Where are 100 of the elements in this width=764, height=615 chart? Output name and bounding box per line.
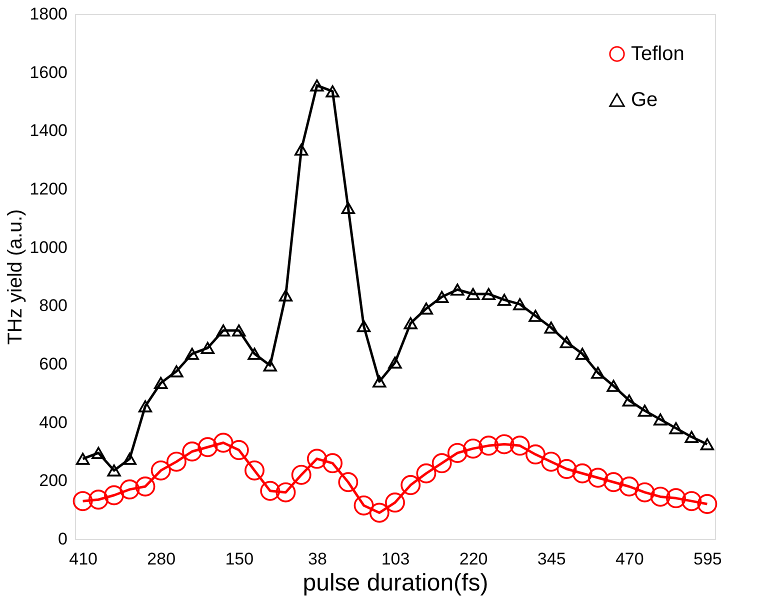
point — [604, 472, 624, 492]
point — [326, 85, 340, 98]
point — [478, 436, 499, 456]
point — [606, 380, 620, 392]
x-tick-label: 220 — [459, 550, 488, 568]
point — [650, 486, 670, 507]
point — [669, 422, 683, 434]
point — [232, 324, 246, 336]
point — [622, 394, 636, 406]
point — [213, 432, 234, 453]
point — [104, 485, 124, 506]
point — [166, 452, 186, 472]
y-tick-label: 1800 — [30, 4, 68, 24]
point — [560, 336, 574, 348]
point — [122, 452, 136, 465]
point — [138, 400, 152, 412]
point — [135, 476, 156, 496]
point — [310, 79, 324, 92]
point — [356, 320, 371, 332]
y-tick-label: 200 — [39, 471, 68, 490]
y-tick-label: 1400 — [30, 121, 68, 140]
y-tick-label: 1000 — [30, 238, 68, 257]
point — [591, 366, 605, 379]
point — [385, 492, 405, 513]
point — [466, 288, 480, 300]
point — [494, 434, 514, 454]
point — [447, 442, 468, 463]
point — [588, 468, 608, 488]
legend-label: Ge — [631, 89, 658, 111]
point — [354, 495, 374, 516]
y-tick-label: 1200 — [30, 180, 68, 198]
y-tick-label: 600 — [39, 354, 68, 374]
x-tick-label: 38 — [308, 550, 327, 568]
point — [185, 348, 199, 360]
x-tick-label: 595 — [694, 550, 722, 568]
point — [572, 463, 592, 484]
point — [228, 440, 249, 460]
point — [294, 144, 308, 156]
point — [72, 491, 93, 512]
point — [154, 376, 168, 389]
point — [248, 348, 262, 360]
point — [88, 490, 108, 510]
point — [482, 288, 496, 300]
point — [76, 452, 90, 465]
point — [526, 444, 546, 464]
point — [276, 482, 296, 502]
x-tick-label: 150 — [225, 550, 254, 568]
point — [541, 452, 562, 472]
x-tick-label: 345 — [537, 550, 566, 568]
point — [619, 476, 640, 496]
point — [576, 348, 590, 360]
x-tick-label: 410 — [69, 550, 98, 568]
point — [513, 298, 527, 310]
point — [556, 459, 577, 479]
point — [700, 438, 714, 450]
x-tick-label: 280 — [147, 550, 176, 568]
point — [528, 310, 542, 322]
y-tick-label: 800 — [39, 296, 68, 316]
x-axis-title: pulse duration(fs) — [302, 570, 488, 596]
y-tick-label: 1600 — [30, 62, 68, 82]
point — [404, 317, 418, 330]
point — [170, 365, 184, 378]
point — [463, 438, 484, 459]
point — [338, 472, 358, 492]
point — [120, 479, 140, 500]
point — [92, 446, 106, 459]
point — [497, 294, 512, 306]
point — [150, 460, 171, 480]
point — [216, 324, 230, 336]
point — [419, 302, 434, 315]
point — [291, 464, 312, 485]
point — [416, 463, 436, 484]
y-tick-label: 0 — [58, 530, 68, 548]
point — [322, 453, 343, 474]
x-tick-label: 470 — [615, 550, 644, 568]
point — [654, 413, 668, 426]
y-axis-title: THz yield (a.u.) — [4, 209, 27, 345]
point — [510, 436, 530, 456]
point — [200, 342, 214, 354]
point — [634, 482, 655, 502]
point — [306, 448, 327, 469]
point — [682, 491, 702, 512]
point — [198, 437, 218, 458]
point — [432, 453, 452, 474]
legend-label: Teflon — [631, 43, 684, 65]
point — [278, 289, 293, 302]
point — [260, 480, 280, 501]
point — [372, 375, 386, 388]
y-tick-label: 400 — [39, 412, 68, 432]
point — [263, 359, 277, 372]
x-tick-label: 103 — [381, 550, 410, 568]
point — [666, 488, 686, 508]
point — [544, 322, 558, 334]
point — [400, 475, 421, 496]
point — [388, 356, 402, 369]
point — [684, 430, 698, 443]
point — [107, 464, 121, 476]
point — [369, 502, 390, 523]
point — [435, 290, 449, 303]
point — [182, 442, 202, 462]
